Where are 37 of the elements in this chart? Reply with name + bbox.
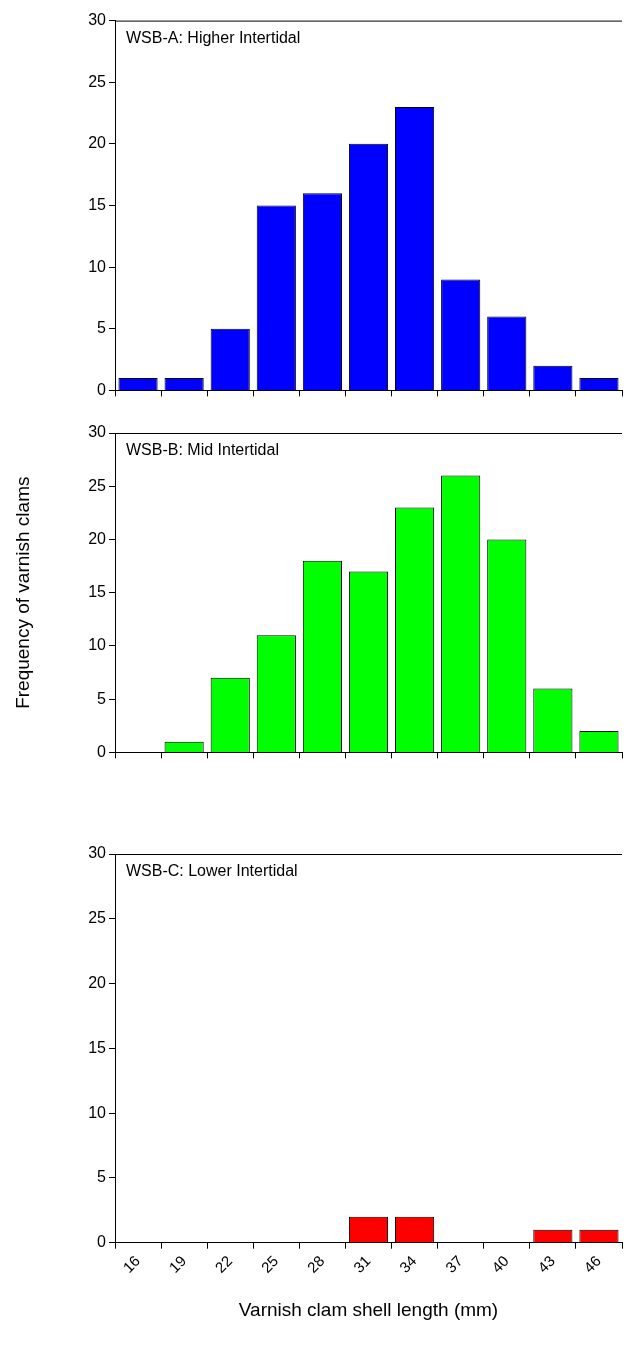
y-tick-label: 25 <box>88 72 107 90</box>
y-tick-label: 10 <box>88 1103 107 1121</box>
y-tick-label: 30 <box>88 11 107 29</box>
x-tick-label: 34 <box>395 1252 420 1276</box>
x-tick-label: 43 <box>534 1252 558 1276</box>
y-axis-title: Frequency of varnish clams <box>11 476 33 709</box>
y-tick-label: 20 <box>88 973 107 991</box>
y-tick-label: 30 <box>88 423 107 441</box>
y-tick-label: 15 <box>88 195 107 213</box>
y-tick-label: 5 <box>97 1168 107 1186</box>
y-tick-label: 20 <box>88 134 107 152</box>
y-tick-label: 15 <box>88 583 107 601</box>
y-tick-label: 10 <box>88 257 107 275</box>
x-tick-label: 22 <box>211 1252 236 1276</box>
y-tick-label: 0 <box>97 742 107 760</box>
y-tick-label: 0 <box>97 1233 107 1251</box>
x-axis-title: Varnish clam shell length (mm) <box>238 1298 499 1320</box>
y-tick-label: 30 <box>88 844 107 862</box>
y-tick-label: 15 <box>88 1038 107 1056</box>
y-tick-label: 25 <box>88 909 107 927</box>
x-tick-label: 40 <box>488 1252 512 1276</box>
y-tick-label: 10 <box>88 636 107 654</box>
y-tick-label: 0 <box>97 380 107 398</box>
y-tick-label: 20 <box>88 529 107 547</box>
x-tick-label: 37 <box>441 1252 466 1276</box>
y-tick-label: 5 <box>97 319 107 337</box>
x-tick-label: 25 <box>257 1252 282 1276</box>
y-tick-label: 25 <box>88 476 107 494</box>
y-tick-label: 5 <box>97 689 107 707</box>
x-tick-label: 46 <box>580 1252 604 1276</box>
text: WSB-C: Lower Intertidal <box>126 862 298 880</box>
x-tick-label: 28 <box>303 1252 328 1276</box>
x-tick-label: 19 <box>165 1252 190 1276</box>
x-tick-label: 31 <box>349 1252 374 1276</box>
text: WSB-B: Mid Intertidal <box>126 441 279 459</box>
text: WSB-A: Higher Intertidal <box>126 29 301 47</box>
x-tick-label: 16 <box>119 1252 144 1276</box>
